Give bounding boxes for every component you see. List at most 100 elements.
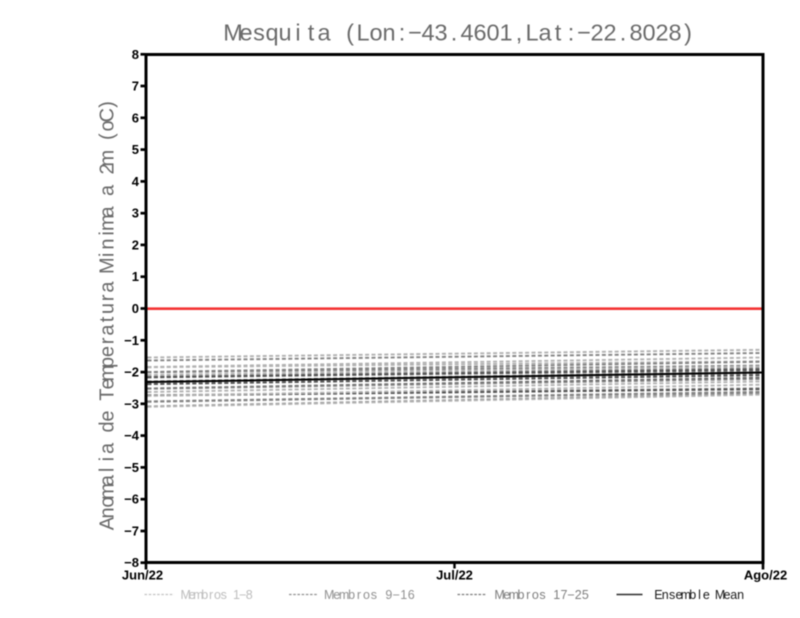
svg-text:.: . bbox=[451, 20, 458, 46]
svg-text:.: . bbox=[620, 20, 627, 46]
svg-text:a: a bbox=[317, 20, 331, 46]
svg-text:u: u bbox=[278, 20, 291, 46]
svg-text:b: b bbox=[348, 588, 355, 602]
svg-text:2: 2 bbox=[590, 20, 603, 46]
svg-text:2: 2 bbox=[655, 20, 668, 46]
svg-text:m: m bbox=[97, 214, 119, 231]
svg-text:m: m bbox=[193, 588, 203, 602]
svg-text:1: 1 bbox=[132, 269, 139, 284]
svg-text:n: n bbox=[662, 588, 669, 602]
svg-text:M: M bbox=[180, 588, 190, 602]
svg-text:m: m bbox=[339, 588, 349, 602]
svg-text:(: ( bbox=[346, 20, 354, 46]
svg-text:r: r bbox=[97, 337, 119, 344]
svg-text:e: e bbox=[189, 588, 196, 602]
svg-text:r: r bbox=[357, 588, 361, 602]
svg-text:o: o bbox=[532, 588, 539, 602]
svg-text:r: r bbox=[209, 588, 213, 602]
svg-text:−5: −5 bbox=[124, 460, 139, 475]
svg-text:5: 5 bbox=[582, 588, 589, 602]
svg-text:): ) bbox=[684, 20, 692, 46]
svg-text:4: 4 bbox=[460, 20, 473, 46]
svg-text:1: 1 bbox=[400, 588, 407, 602]
svg-text:−7: −7 bbox=[124, 524, 139, 539]
svg-text:M: M bbox=[715, 588, 725, 602]
svg-text:4: 4 bbox=[132, 174, 140, 189]
svg-text:n: n bbox=[737, 588, 744, 602]
svg-text:−: − bbox=[577, 20, 591, 46]
svg-text::: : bbox=[399, 20, 406, 46]
svg-text:7: 7 bbox=[132, 79, 139, 94]
svg-text:e: e bbox=[97, 411, 119, 422]
svg-text:t: t bbox=[308, 20, 315, 46]
svg-text:t: t bbox=[555, 20, 562, 46]
svg-text:E: E bbox=[654, 588, 662, 602]
svg-text:0: 0 bbox=[132, 301, 139, 316]
svg-text:3: 3 bbox=[434, 20, 447, 46]
svg-text:): ) bbox=[97, 101, 119, 108]
svg-text:e: e bbox=[503, 588, 510, 602]
svg-text:M: M bbox=[494, 588, 504, 602]
svg-text:−: − bbox=[567, 588, 574, 602]
svg-text:r: r bbox=[526, 588, 530, 602]
svg-text:i: i bbox=[97, 457, 119, 461]
svg-text:o: o bbox=[369, 20, 382, 46]
svg-text:b: b bbox=[689, 588, 696, 602]
svg-text:a: a bbox=[730, 588, 737, 602]
svg-text:6: 6 bbox=[408, 588, 415, 602]
svg-text:9: 9 bbox=[385, 588, 392, 602]
svg-text:8: 8 bbox=[246, 588, 253, 602]
svg-text:M: M bbox=[324, 588, 334, 602]
svg-text:n: n bbox=[382, 20, 395, 46]
svg-text:a: a bbox=[97, 281, 119, 293]
svg-text:−3: −3 bbox=[124, 396, 139, 411]
svg-text:s: s bbox=[371, 588, 377, 602]
svg-text:0: 0 bbox=[642, 20, 655, 46]
svg-text:A: A bbox=[97, 516, 119, 530]
svg-text:e: e bbox=[333, 588, 340, 602]
svg-text:i: i bbox=[97, 231, 119, 235]
svg-text:l: l bbox=[97, 468, 119, 472]
svg-text:5: 5 bbox=[132, 142, 139, 157]
svg-text:o: o bbox=[363, 588, 370, 602]
svg-text:b: b bbox=[201, 588, 208, 602]
svg-text:r: r bbox=[97, 294, 119, 301]
svg-text:a: a bbox=[97, 474, 119, 486]
svg-text:m: m bbox=[97, 483, 119, 500]
svg-text:8: 8 bbox=[629, 20, 642, 46]
svg-text:C: C bbox=[97, 108, 119, 122]
svg-text:8: 8 bbox=[668, 20, 681, 46]
svg-text:a: a bbox=[538, 20, 552, 46]
svg-text:8: 8 bbox=[132, 47, 139, 62]
svg-text:Ago/22: Ago/22 bbox=[744, 568, 787, 583]
svg-text:e: e bbox=[676, 588, 683, 602]
svg-text:6: 6 bbox=[132, 110, 139, 125]
svg-text:e: e bbox=[97, 378, 119, 389]
svg-text:n: n bbox=[97, 239, 119, 250]
svg-text:o: o bbox=[97, 120, 119, 131]
svg-text:Jul/22: Jul/22 bbox=[436, 568, 473, 583]
svg-text:e: e bbox=[703, 588, 710, 602]
svg-text:L: L bbox=[525, 20, 538, 46]
svg-text:2: 2 bbox=[132, 237, 139, 252]
svg-text:2: 2 bbox=[97, 163, 119, 174]
svg-text:2: 2 bbox=[603, 20, 616, 46]
svg-text:s: s bbox=[221, 588, 227, 602]
svg-text:m: m bbox=[97, 365, 119, 382]
svg-text:−2: −2 bbox=[124, 365, 139, 380]
svg-text:l: l bbox=[698, 588, 701, 602]
svg-text:L: L bbox=[356, 20, 369, 46]
svg-text:−1: −1 bbox=[124, 333, 139, 348]
svg-text:e: e bbox=[723, 588, 730, 602]
svg-text:6: 6 bbox=[473, 20, 486, 46]
svg-text:e: e bbox=[97, 346, 119, 357]
svg-text:4: 4 bbox=[421, 20, 434, 46]
svg-text:(: ( bbox=[97, 133, 119, 140]
svg-text:t: t bbox=[97, 316, 119, 322]
svg-text:M: M bbox=[97, 257, 119, 274]
svg-text:e: e bbox=[239, 20, 252, 46]
svg-text:i: i bbox=[295, 20, 300, 46]
svg-text:M: M bbox=[223, 20, 243, 46]
svg-text:Jun/22: Jun/22 bbox=[122, 568, 163, 583]
svg-text:−4: −4 bbox=[124, 428, 140, 443]
